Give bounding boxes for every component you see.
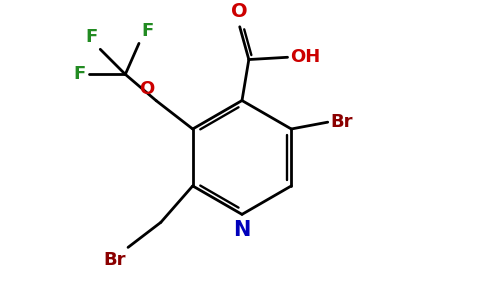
Text: O: O xyxy=(139,80,154,98)
Text: N: N xyxy=(233,220,251,240)
Text: F: F xyxy=(73,65,85,83)
Text: F: F xyxy=(141,22,153,40)
Text: F: F xyxy=(86,28,98,46)
Text: OH: OH xyxy=(290,48,320,66)
Text: Br: Br xyxy=(103,251,126,269)
Text: O: O xyxy=(231,2,248,21)
Text: Br: Br xyxy=(331,113,353,131)
